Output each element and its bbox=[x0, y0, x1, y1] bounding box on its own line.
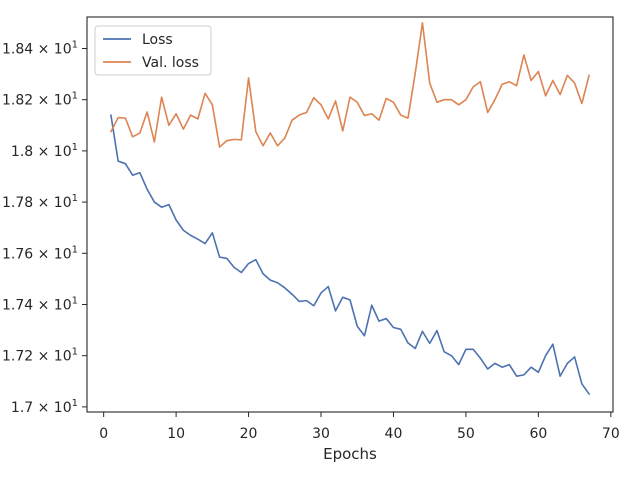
x-axis-label: Epochs bbox=[323, 445, 377, 463]
series-group bbox=[110, 22, 590, 395]
series-line-loss bbox=[110, 114, 590, 395]
y-tick-label: 1.72 × 101 bbox=[2, 347, 78, 365]
y-tick-label: 1.76 × 101 bbox=[2, 244, 78, 262]
x-tick-label: 20 bbox=[240, 426, 258, 442]
x-tick-label: 60 bbox=[529, 426, 547, 442]
y-tick-label: 1.74 × 101 bbox=[2, 295, 78, 313]
x-tick-label: 0 bbox=[99, 426, 108, 442]
series-line-val-loss bbox=[110, 22, 590, 148]
x-tick-label: 40 bbox=[385, 426, 403, 442]
y-tick-label: 1.8 × 101 bbox=[11, 142, 78, 160]
x-tick-label: 10 bbox=[167, 426, 185, 442]
legend-label: Loss bbox=[142, 32, 173, 48]
y-tick-label: 1.7 × 101 bbox=[11, 398, 78, 416]
legend-label: Val. loss bbox=[142, 55, 199, 71]
x-tick-label: 70 bbox=[602, 426, 620, 442]
plot-frame bbox=[86, 16, 614, 413]
y-tick-label: 1.82 × 101 bbox=[2, 91, 78, 109]
ticks-group: 0 10 20 30 40 50 60 70 1.7 × 101 1.72 × 101 1.74 ×… bbox=[2, 39, 620, 442]
legend: Loss Val. loss bbox=[94, 25, 212, 76]
axes-group bbox=[86, 16, 614, 413]
y-tick-label: 1.78 × 101 bbox=[2, 193, 78, 211]
y-tick-label: 1.84 × 101 bbox=[2, 39, 78, 57]
x-tick-label: 30 bbox=[312, 426, 330, 442]
x-tick-label: 50 bbox=[457, 426, 475, 442]
